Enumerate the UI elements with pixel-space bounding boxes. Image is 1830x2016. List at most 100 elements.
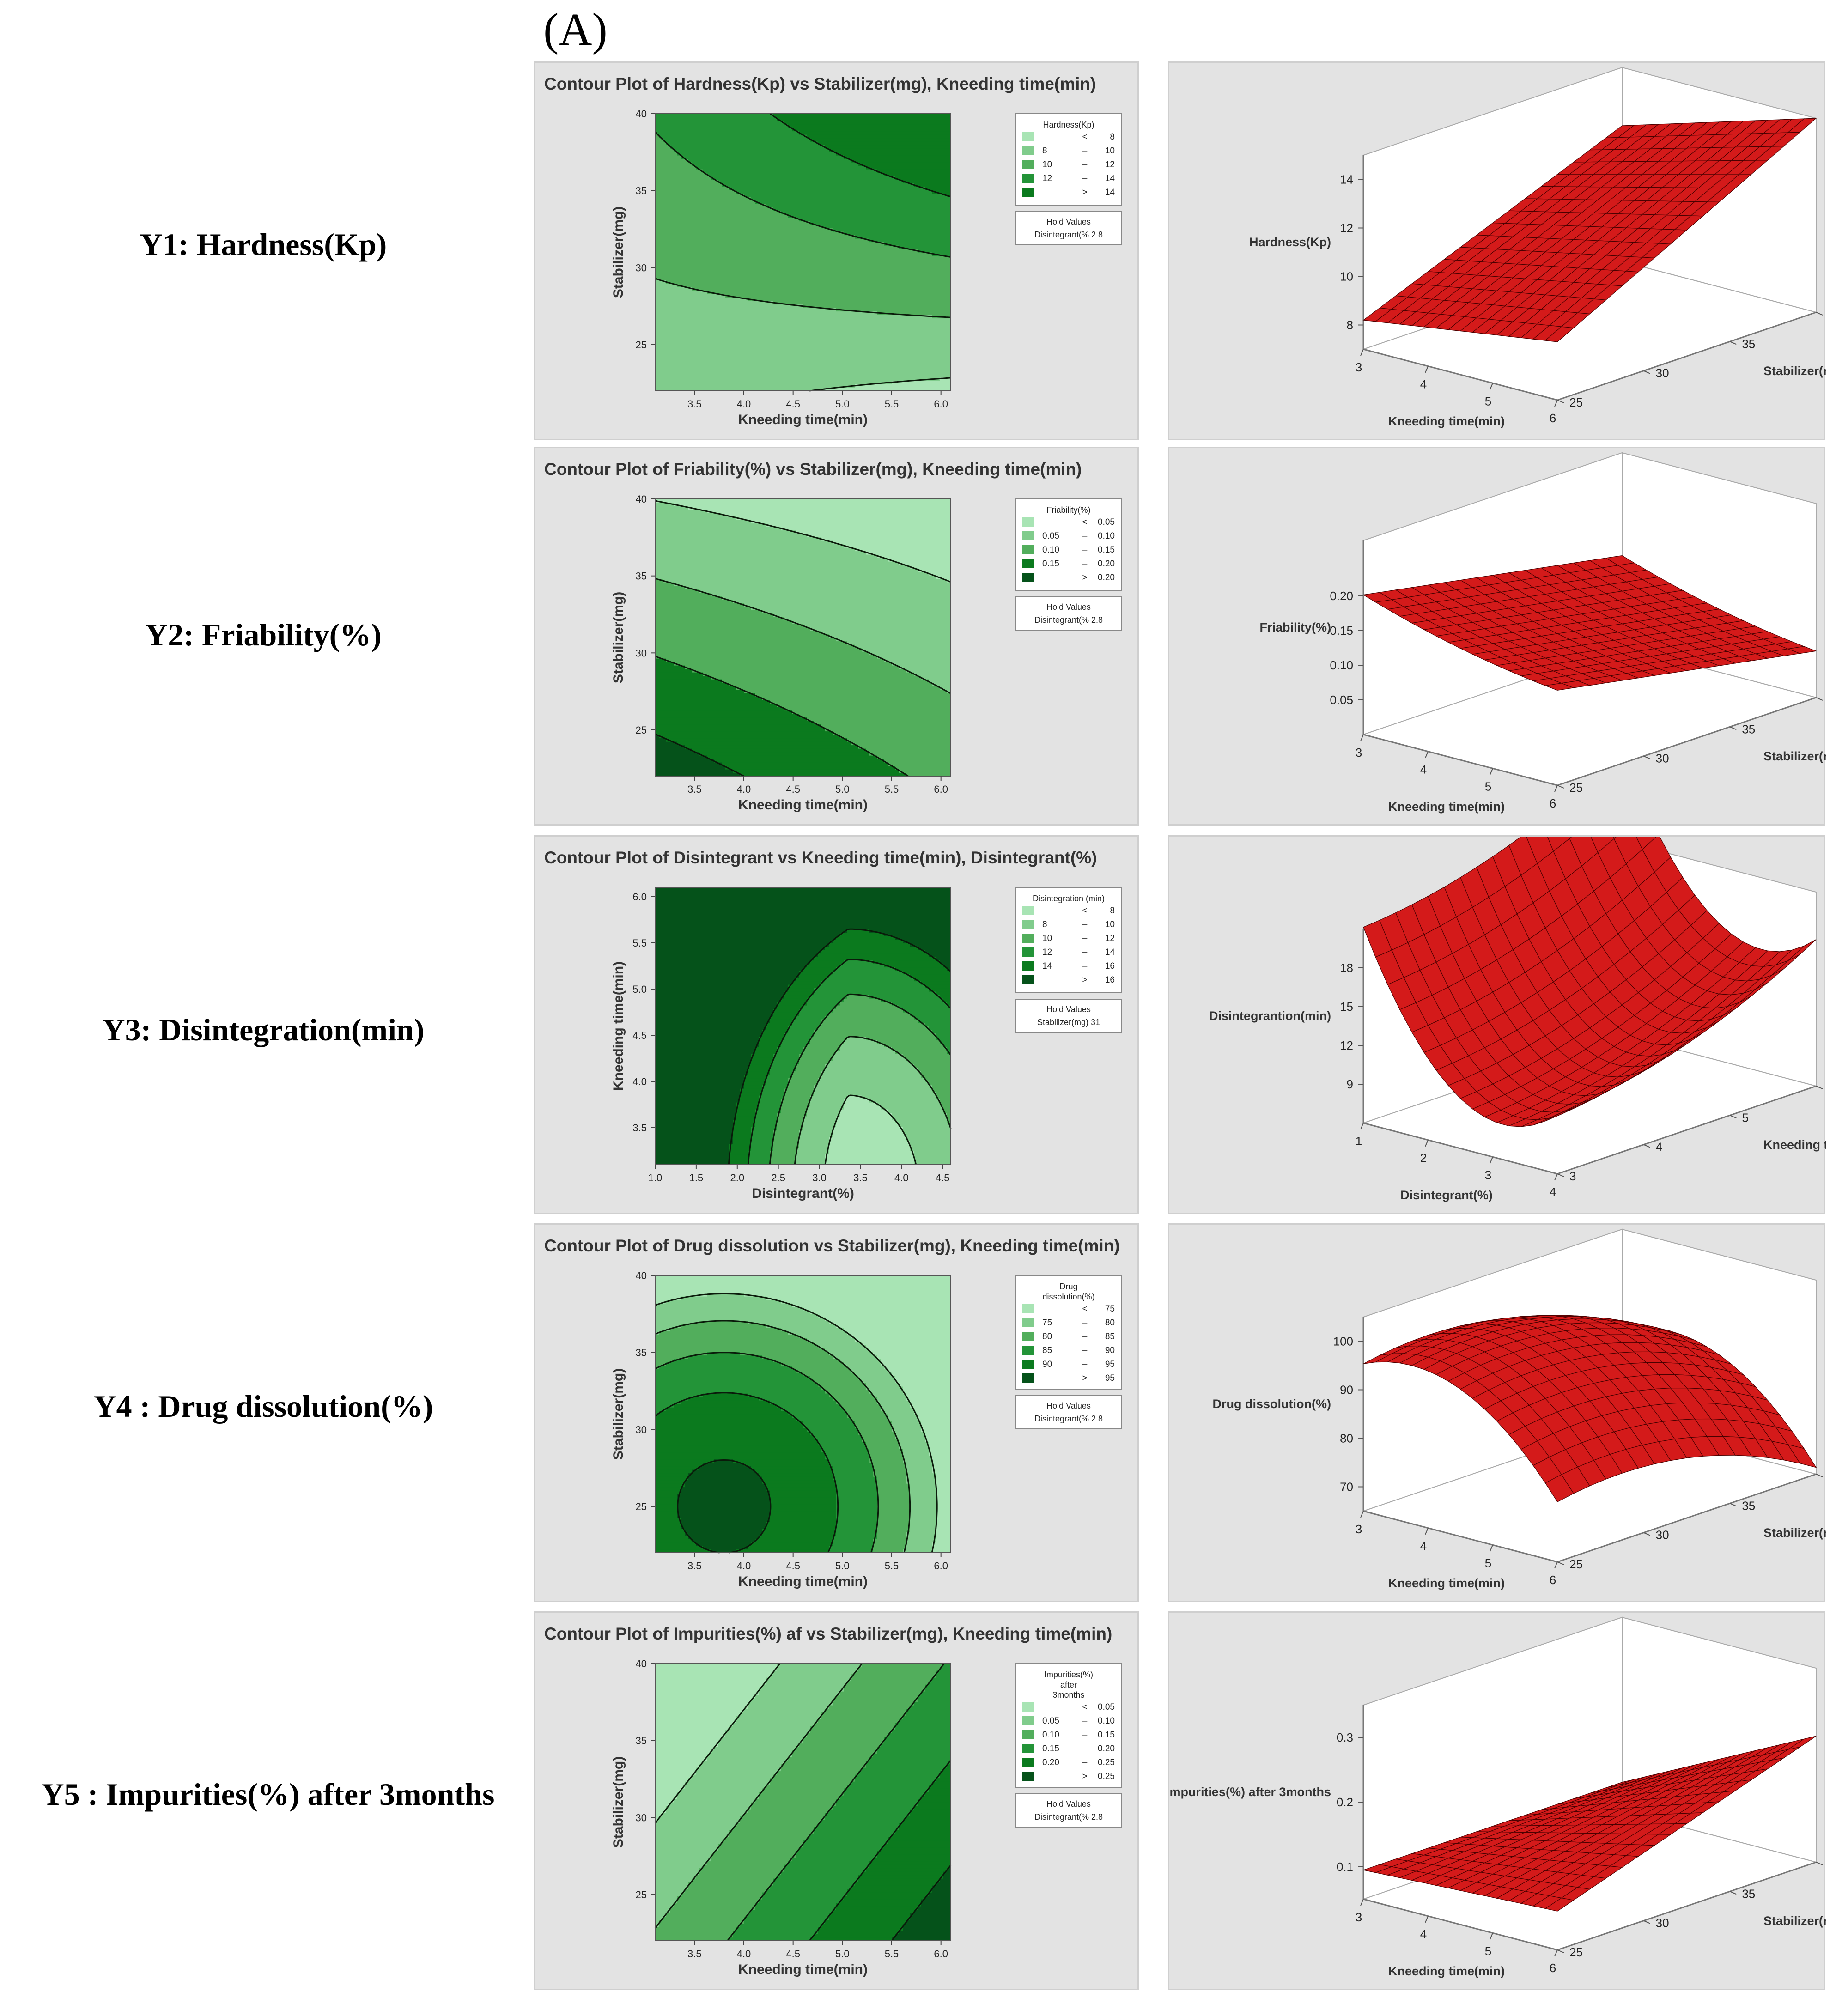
- contour-cell: [833, 366, 837, 370]
- contour-cell: [725, 328, 730, 333]
- contour-cell: [881, 155, 885, 159]
- contour-cell: [770, 179, 774, 183]
- contour-cell: [733, 211, 737, 215]
- contour-cell: [833, 346, 837, 350]
- contour-cell: [825, 165, 829, 170]
- contour-cell: [792, 145, 796, 149]
- contour-cell: [825, 266, 829, 270]
- contour-cell: [718, 172, 722, 176]
- contour-cell: [821, 287, 826, 291]
- contour-cell: [792, 158, 796, 163]
- contour-cell: [699, 325, 704, 329]
- contour-cell: [810, 179, 815, 183]
- contour-cell: [666, 363, 670, 367]
- contour-cell: [796, 190, 800, 194]
- contour-cell: [807, 315, 811, 319]
- contour-cell: [810, 387, 815, 391]
- contour-cell: [770, 266, 774, 270]
- contour-cell: [781, 249, 785, 253]
- contour-cell: [688, 273, 693, 277]
- contour-cell: [855, 197, 859, 201]
- contour-cell: [663, 339, 667, 343]
- contour-cell: [784, 328, 789, 333]
- contour-cell: [847, 165, 851, 170]
- contour-cell: [829, 352, 833, 357]
- contour-cell: [725, 218, 730, 222]
- contour-cell: [729, 266, 733, 270]
- contour-cell: [825, 273, 829, 277]
- contour-cell: [777, 346, 781, 350]
- contour-cell: [858, 287, 863, 291]
- contour-cell: [840, 342, 844, 346]
- contour-cell: [740, 262, 744, 267]
- contour-cell: [836, 294, 840, 298]
- contour-cell: [818, 356, 822, 360]
- contour-cell: [784, 193, 789, 197]
- contour-cell: [777, 235, 781, 239]
- contour-cell: [818, 273, 822, 277]
- contour-cell: [711, 280, 715, 284]
- contour-cell: [714, 221, 718, 225]
- contour-cell: [681, 214, 685, 218]
- contour-cell: [714, 190, 718, 194]
- contour-cell: [869, 366, 874, 370]
- contour-cell: [663, 225, 667, 229]
- contour-cell: [655, 176, 659, 180]
- contour-cell: [855, 221, 859, 225]
- contour-cell: [718, 128, 722, 132]
- contour-cell: [729, 311, 733, 315]
- contour-cell: [818, 325, 822, 329]
- contour-cell: [740, 283, 744, 287]
- contour-cell: [722, 190, 726, 194]
- contour-cell: [759, 290, 763, 294]
- contour-cell: [818, 352, 822, 357]
- contour-cell: [818, 162, 822, 166]
- contour-cell: [659, 128, 663, 132]
- contour-cell: [784, 207, 789, 211]
- contour-cell: [703, 322, 707, 326]
- contour-cell: [851, 387, 855, 391]
- contour-cell: [773, 138, 778, 142]
- contour-cell: [862, 262, 866, 267]
- contour-cell: [674, 117, 678, 121]
- contour-cell: [666, 200, 670, 204]
- contour-cell: [736, 301, 741, 305]
- contour-cell: [851, 380, 855, 384]
- contour-cell: [681, 287, 685, 291]
- contour-cell: [714, 225, 718, 229]
- contour-cell: [781, 225, 785, 229]
- contour-cell: [696, 311, 700, 315]
- contour-cell: [881, 221, 885, 225]
- contour-cell: [881, 249, 885, 253]
- contour-cell: [677, 134, 681, 139]
- contour-cell: [759, 141, 763, 146]
- contour-cell: [736, 152, 741, 156]
- contour-cell: [688, 332, 693, 336]
- contour-cell: [663, 269, 667, 273]
- contour-cell: [714, 384, 718, 388]
- contour-cell: [873, 176, 877, 180]
- contour-cell: [773, 190, 778, 194]
- contour-cell: [825, 359, 829, 364]
- contour-cell: [807, 269, 811, 273]
- contour-cell: [736, 131, 741, 135]
- contour-cell: [688, 204, 693, 208]
- contour-cell: [766, 162, 770, 166]
- contour-cell: [836, 380, 840, 384]
- contour-cell: [873, 273, 877, 277]
- contour-cell: [762, 152, 766, 156]
- contour-cell: [744, 325, 748, 329]
- contour-cell: [762, 138, 766, 142]
- contour-cell: [699, 141, 704, 146]
- contour-cell: [663, 124, 667, 128]
- contour-cell: [833, 262, 837, 267]
- contour-cell: [766, 228, 770, 232]
- contour-cell: [707, 339, 711, 343]
- contour-cell: [707, 262, 711, 267]
- contour-cell: [807, 342, 811, 346]
- contour-cell: [744, 131, 748, 135]
- contour-cell: [670, 325, 674, 329]
- contour-cell: [674, 377, 678, 381]
- contour-cell: [685, 131, 689, 135]
- contour-cell: [659, 117, 663, 121]
